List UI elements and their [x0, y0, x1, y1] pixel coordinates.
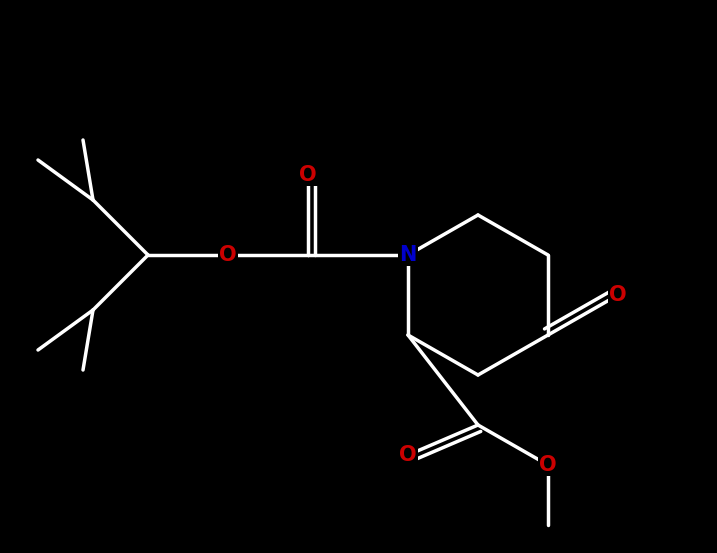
- Text: O: O: [539, 455, 557, 475]
- Text: O: O: [299, 165, 317, 185]
- Text: O: O: [399, 445, 417, 465]
- Text: O: O: [609, 285, 627, 305]
- Text: N: N: [399, 245, 417, 265]
- Text: O: O: [219, 245, 237, 265]
